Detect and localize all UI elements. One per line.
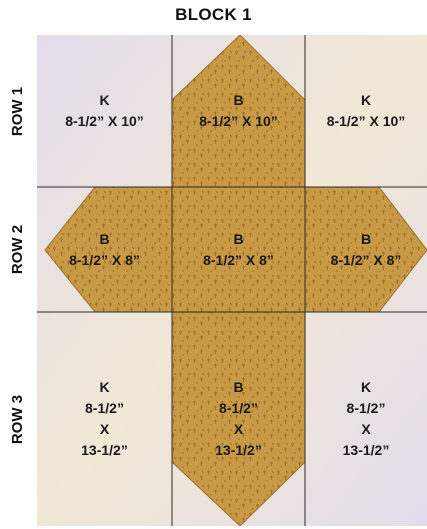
cell-r3c1-code: K: [99, 379, 110, 395]
cell-r1c3-code: K: [360, 92, 372, 108]
cell-r3c2-line3: 13-1/2”: [215, 442, 262, 458]
cell-r1c2-code: B: [233, 92, 244, 108]
cell-r2c1-size: 8-1/2” X 8”: [69, 251, 140, 268]
cell-r2c2-code: B: [233, 230, 244, 247]
cell-r2c3-label: B 8-1/2” X 8”: [305, 187, 427, 312]
quilt-block-diagram: K 8-1/2” X 10” B 8-1/2” X 10” K 8-1/2” X…: [37, 35, 427, 526]
cell-r1c3-size: 8-1/2” X 10”: [326, 113, 406, 129]
cell-r2c1-code: B: [99, 230, 110, 247]
row-3-label-text: ROW 3: [9, 394, 27, 444]
cell-r3c3-code: K: [360, 379, 372, 395]
cell-r2c3-size: 8-1/2” X 8”: [330, 251, 402, 268]
grid-lines: [37, 35, 427, 526]
cell-r2c1-label: B 8-1/2” X 8”: [37, 187, 172, 312]
cell-r3c2-line2: X: [233, 421, 244, 437]
block-title: BLOCK 1: [175, 5, 252, 24]
row-1-label-text: ROW 1: [9, 86, 27, 136]
cell-r1c3-label: K 8-1/2” X 10”: [305, 35, 427, 187]
cell-r3c3-line3: 13-1/2”: [342, 442, 390, 458]
cell-r3c1-label: K 8-1/2” X 13-1/2”: [37, 312, 172, 526]
cell-r3c3-line2: X: [361, 421, 371, 437]
cell-r3c3-line1: 8-1/2”: [346, 400, 386, 416]
row-1-label: ROW 1: [0, 35, 36, 187]
cell-r2c2-label: B 8-1/2” X 8”: [172, 187, 305, 312]
cell-r3c1-line1: 8-1/2”: [85, 400, 124, 416]
cell-r1c1-label: K 8-1/2” X 10”: [37, 35, 172, 187]
cell-r3c1-line3: 13-1/2”: [81, 442, 128, 458]
cell-r2c2-size: 8-1/2” X 8”: [203, 251, 274, 268]
cell-r1c2-label: B 8-1/2” X 10”: [172, 35, 305, 187]
row-2-label: ROW 2: [0, 187, 36, 312]
cell-r3c2-label: B 8-1/2” X 13-1/2”: [172, 312, 305, 526]
row-2-label-text: ROW 2: [9, 224, 27, 275]
cell-r3c2-line1: 8-1/2”: [219, 400, 258, 416]
cell-r1c2-size: 8-1/2” X 10”: [199, 113, 278, 129]
quilt-drawing: [37, 35, 427, 526]
cell-r1c1-code: K: [99, 92, 110, 108]
cell-r3c3-label: K 8-1/2” X 13-1/2”: [305, 312, 427, 526]
cell-r3c2-code: B: [233, 379, 244, 395]
cell-r3c1-line2: X: [99, 421, 110, 437]
cell-r2c3-code: B: [360, 230, 372, 247]
row-3-label: ROW 3: [0, 312, 36, 526]
cell-r1c1-size: 8-1/2” X 10”: [65, 113, 144, 129]
